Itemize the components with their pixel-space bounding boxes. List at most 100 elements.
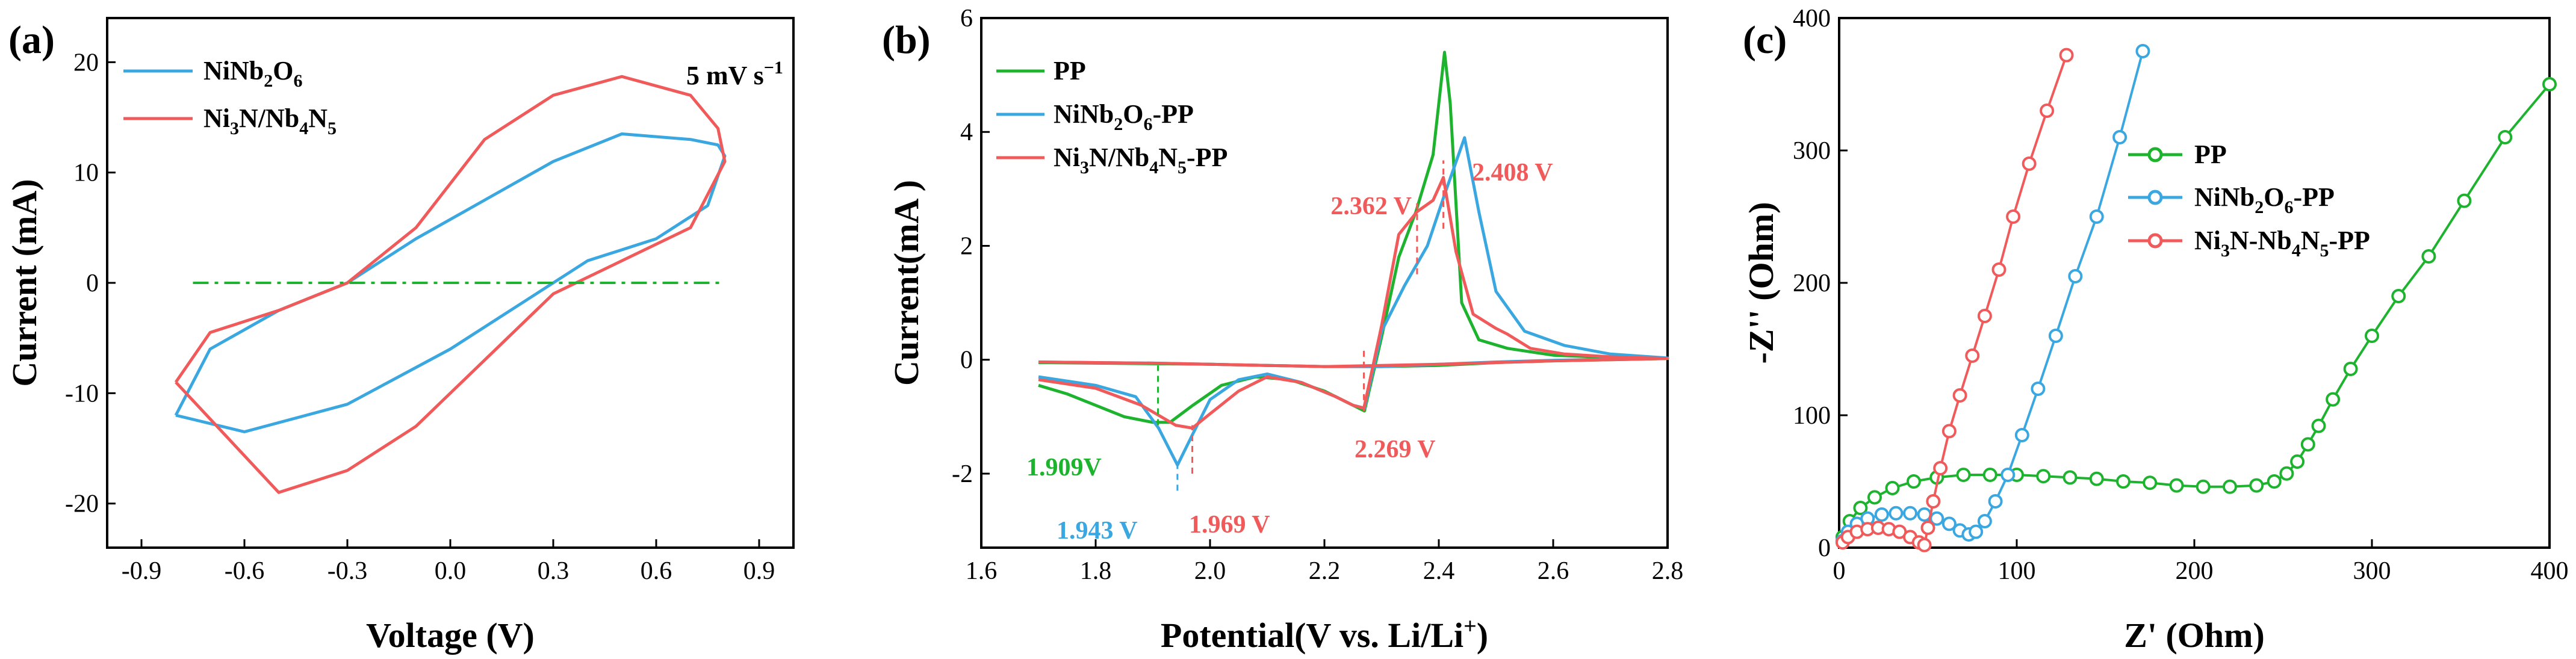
- legend-b0-base: PP: [1054, 56, 1086, 85]
- data-point-c-1-22: [2135, 44, 2150, 58]
- x-ticks-b: 1.6 1.8 2.0 2.2 2.4 2.6 2.8: [966, 539, 1684, 585]
- y-axis-label-a: Current (mA): [5, 179, 44, 386]
- data-point-c-0-26: [2365, 329, 2379, 343]
- data-point-c-0-2: [1853, 501, 1868, 515]
- legend-marker-c-1: [2147, 190, 2163, 205]
- y-ticks-b: -2 0 2 4 6: [952, 5, 990, 488]
- y-tick-label-a-0: -20: [65, 490, 99, 518]
- y-tick-label-b-0: -2: [952, 460, 973, 488]
- data-point-c-1-4: [1874, 507, 1889, 522]
- legend-b2-tail2: -PP: [1187, 143, 1227, 172]
- y-tick-label-b-3: 4: [960, 119, 973, 146]
- x-tick-label-a-4: 0.3: [538, 557, 570, 585]
- legend-a0-sub1: 2: [264, 71, 273, 91]
- data-point-c-2-9: [1917, 537, 1932, 552]
- y-tick-label-c-2: 200: [1793, 270, 1831, 297]
- annotation-2362: 2.362 V: [1330, 193, 1412, 220]
- legend-a1-sub3: 5: [327, 119, 337, 138]
- x-tick-label-c-2: 200: [2176, 557, 2214, 585]
- legend-b1-sub2: 6: [1143, 114, 1152, 134]
- series-line-b-2: [1038, 176, 1669, 430]
- legend-c2-mid: N-Nb: [2230, 226, 2292, 255]
- legend-c1-tail: -PP: [2293, 182, 2334, 212]
- legend-label-b-1: NiNb2O6-PP: [1054, 99, 1194, 134]
- data-point-c-1-20: [2089, 209, 2104, 224]
- legend-c2-tail: N: [2301, 226, 2320, 255]
- data-point-c-2-20: [2040, 104, 2055, 118]
- data-point-c-1-15: [2000, 468, 2016, 482]
- x-tick-label-a-1: -0.6: [225, 557, 265, 585]
- data-point-c-2-15: [1965, 348, 1980, 363]
- legend-label-c-2: Ni3N-Nb4N5-PP: [2194, 226, 2370, 261]
- annotation-2269: 2.269 V: [1355, 436, 1436, 463]
- data-point-c-0-28: [2421, 249, 2436, 264]
- x-tick-label-c-0: 0: [1833, 557, 1846, 585]
- data-point-c-1-6: [1903, 506, 1917, 521]
- data-point-c-1-16: [2014, 428, 2029, 442]
- panel-label-c: (c): [1743, 18, 1787, 62]
- y-tick-label-c-0: 0: [1818, 534, 1831, 562]
- scan-rate-text: 5 mV s: [686, 61, 764, 90]
- data-point-c-1-12: [1969, 524, 1984, 539]
- data-point-c-0-31: [2542, 77, 2557, 91]
- data-point-c-2-12: [1933, 461, 1948, 475]
- data-point-c-0-11: [2062, 470, 2078, 485]
- annotation-1909: 1.909V: [1026, 454, 1102, 481]
- scan-rate-sup: −1: [764, 58, 783, 78]
- x-tick-label-b-5: 2.6: [1538, 557, 1569, 585]
- data-point-c-1-21: [2112, 130, 2128, 144]
- legend-c2-sub2: 4: [2292, 241, 2301, 261]
- legend-b1-sub1: 2: [1114, 114, 1123, 134]
- panel-c: (c) 0 100 200 300 400 0 100 200 300 400 Z' (Ohm)…: [1742, 5, 2569, 655]
- data-point-c-1-13: [1977, 514, 1992, 528]
- panel-label-a: (a): [8, 18, 55, 62]
- data-point-c-1-18: [2048, 329, 2063, 343]
- y-tick-label-c-1: 100: [1793, 402, 1831, 430]
- data-point-c-0-14: [2143, 475, 2158, 490]
- data-point-c-1-9: [1941, 516, 1957, 531]
- legend-b1-tail: -PP: [1152, 99, 1193, 129]
- y-ticks-a: -20 -10 0 10 20: [65, 49, 116, 518]
- x-axis-label-b: Potential(V vs. Li/Li+): [1161, 614, 1488, 655]
- data-point-c-0-22: [2300, 437, 2315, 452]
- data-point-c-0-7: [1956, 468, 1971, 482]
- legend-a0-base: NiNb: [203, 56, 264, 85]
- legend-marker-c-2: [2147, 233, 2163, 249]
- data-point-c-0-4: [1885, 481, 1900, 495]
- data-point-c-2-21: [2059, 48, 2074, 63]
- data-point-c-0-16: [2196, 479, 2211, 494]
- legend-label-c-1: NiNb2O6-PP: [2194, 182, 2335, 217]
- data-point-c-0-29: [2457, 193, 2472, 208]
- data-point-c-0-27: [2391, 289, 2406, 303]
- legend-b2-tail: N: [1158, 143, 1178, 172]
- y-tick-label-b-1: 0: [960, 347, 973, 374]
- x-axis-label-b-main: Potential(V vs. Li/Li: [1161, 616, 1463, 655]
- legend-label-b-2: Ni3N/Nb4N5-PP: [1054, 143, 1227, 178]
- series-line-a-1: [174, 75, 727, 494]
- x-axis-label-b-tail: ): [1477, 616, 1488, 655]
- legend-a1-tail: N: [308, 104, 327, 133]
- series-group-b: [1038, 51, 1669, 467]
- annotation-1943: 1.943 V: [1057, 517, 1138, 545]
- data-point-c-0-30: [2498, 130, 2513, 144]
- x-tick-label-b-1: 1.8: [1080, 557, 1112, 585]
- legend-b2-sub3: 5: [1178, 158, 1187, 178]
- data-point-c-0-12: [2089, 471, 2104, 486]
- x-tick-label-b-2: 2.0: [1194, 557, 1226, 585]
- annotation-1969: 1.969 V: [1189, 511, 1270, 539]
- data-point-c-0-21: [2290, 454, 2305, 469]
- data-point-c-2-16: [1977, 309, 1992, 323]
- legend-c2-sub3: 5: [2320, 241, 2329, 261]
- x-tick-label-b-6: 2.8: [1652, 557, 1684, 585]
- data-point-c-1-5: [1889, 506, 1904, 521]
- x-tick-label-b-0: 1.6: [966, 557, 998, 585]
- data-point-c-0-13: [2116, 474, 2131, 489]
- x-axis-label-a: Voltage (V): [366, 616, 535, 655]
- scan-rate-annotation: 5 mV s−1: [686, 58, 783, 90]
- legend-label-a-0: NiNb2O6: [203, 56, 302, 91]
- x-tick-label-b-3: 2.2: [1309, 557, 1341, 585]
- data-point-c-1-17: [2031, 382, 2046, 396]
- y-tick-label-c-3: 300: [1793, 137, 1831, 165]
- x-tick-label-c-3: 300: [2353, 557, 2391, 585]
- x-tick-label-a-6: 0.9: [743, 557, 775, 585]
